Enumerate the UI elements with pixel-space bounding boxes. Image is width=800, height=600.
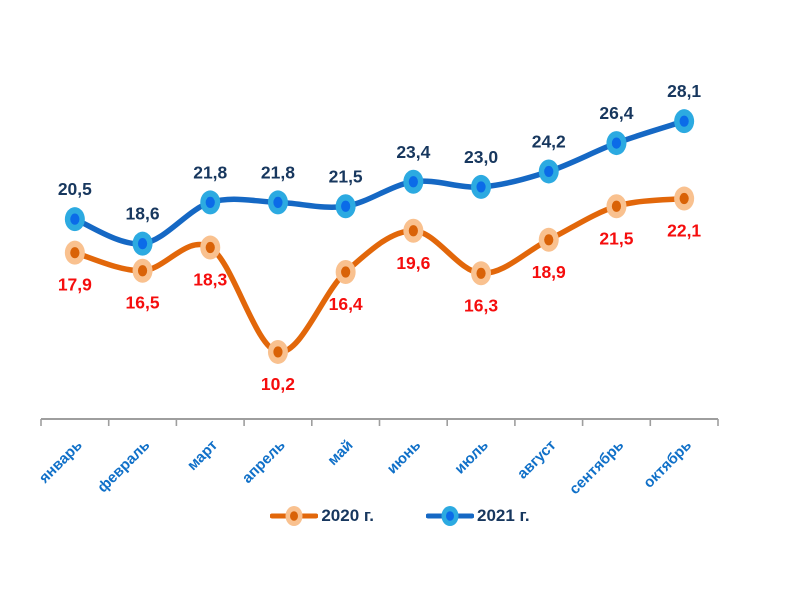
legend-item-2021: 2021 г.: [426, 504, 530, 528]
data-label: 17,9: [58, 275, 92, 295]
legend-marker-2020-icon: [270, 506, 319, 526]
data-point-dot: [137, 238, 148, 250]
data-point-dot: [70, 247, 80, 259]
x-tick-label-2: февраль: [94, 437, 153, 496]
data-point-dot: [611, 200, 622, 212]
chart-legend: 2020 г. 2021 г.: [0, 504, 800, 528]
series-2021: 20,5 18,6 21,8 21,8 21,5 23,4 23,0 24,2 26,4 28,1: [58, 81, 701, 256]
data-label: 23,4: [396, 142, 430, 162]
data-point-dot: [679, 115, 689, 127]
x-tick-label-6: июнь: [384, 437, 425, 478]
data-label: 18,6: [126, 204, 160, 224]
data-point-dot: [205, 241, 215, 254]
data-point-dot: [341, 200, 351, 212]
data-label: 20,5: [58, 179, 92, 199]
x-tick-label-5: май: [324, 437, 356, 469]
data-label: 10,2: [261, 374, 295, 394]
data-label: 24,2: [532, 131, 566, 151]
x-tick-label-9: сентябрь: [566, 437, 627, 498]
data-label: 19,6: [396, 253, 430, 273]
data-label: 21,5: [599, 228, 633, 248]
data-point-dot: [137, 265, 148, 277]
data-point-dot: [205, 196, 215, 208]
x-tick-label-8: август: [514, 437, 560, 483]
data-label: 21,8: [261, 162, 295, 182]
data-label: 21,8: [193, 162, 227, 182]
x-axis-labels: январь февраль март апрель май июнь июль август…: [36, 437, 695, 498]
data-label: 16,3: [464, 295, 498, 315]
data-point-dot: [611, 137, 622, 149]
legend-label-2020: 2020 г.: [321, 506, 374, 525]
data-point-dot: [408, 225, 418, 237]
data-label: 16,5: [126, 293, 160, 313]
data-label: 28,1: [667, 81, 701, 101]
data-point-dot: [273, 196, 283, 208]
data-point-dot: [544, 234, 554, 246]
data-point-dot: [679, 192, 689, 205]
x-tick-label-7: июль: [451, 437, 492, 478]
series-line: [72, 195, 687, 355]
data-label: 18,9: [532, 262, 566, 282]
data-label: 16,4: [329, 294, 363, 314]
series-2020: 17,9 16,5 18,3 10,2 16,4 19,6 16,3 18,9 21,5 22,1: [58, 186, 701, 394]
data-point-dot: [408, 176, 418, 188]
series-line: [72, 118, 687, 247]
data-label: 22,1: [667, 221, 701, 241]
data-label: 26,4: [599, 103, 633, 123]
data-label: 23,0: [464, 147, 498, 167]
data-point-dot: [341, 266, 351, 278]
x-tick-label-1: январь: [36, 437, 86, 487]
data-point-dot: [273, 346, 283, 358]
legend-marker-2021-icon: [426, 506, 474, 526]
x-axis: [40, 418, 719, 426]
data-label: 21,5: [329, 166, 363, 186]
legend-item-2020: 2020 г.: [270, 504, 374, 528]
x-tick-label-3: март: [184, 437, 221, 474]
data-point-dot: [476, 181, 486, 193]
x-tick-label-10: октябрь: [640, 437, 695, 492]
legend-label-2021: 2021 г.: [477, 506, 530, 525]
data-point-dot: [476, 267, 486, 279]
x-tick-label-4: апрель: [239, 437, 289, 487]
data-point-dot: [544, 165, 554, 178]
data-point-dot: [70, 213, 80, 225]
data-label: 18,3: [193, 270, 227, 290]
